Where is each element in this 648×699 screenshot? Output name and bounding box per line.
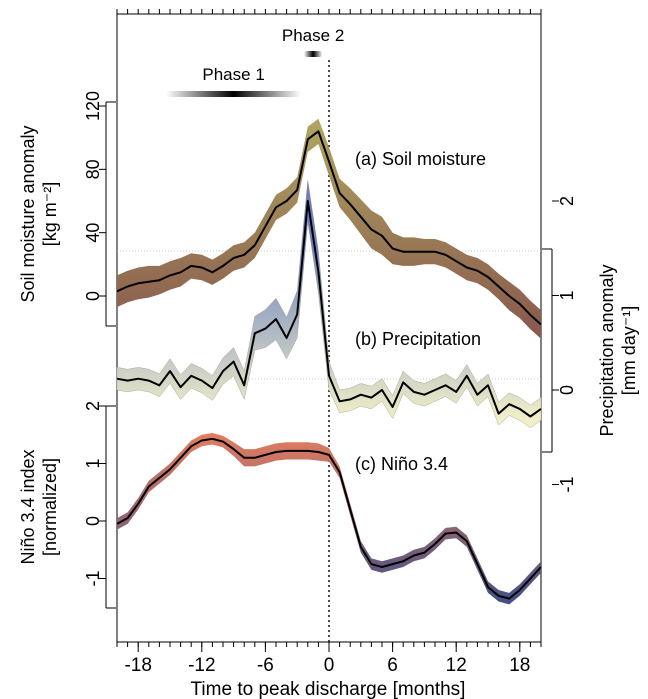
x-tick-label: 12 — [446, 655, 467, 676]
labels: Phase 1 Phase 2 Soil moisture anomaly [kg m… — [18, 26, 639, 565]
x-tick-label: -12 — [188, 655, 215, 676]
phase-bar — [303, 51, 323, 57]
x-tick-label: -6 — [257, 655, 274, 676]
soil-moisture-axis-title: [kg m⁻²] — [40, 182, 60, 247]
x-tick-label: -18 — [124, 655, 151, 676]
phase-label: Phase 1 — [202, 65, 264, 84]
x-tick-label: 0 — [324, 655, 335, 676]
precipitation-y-tick-label: 0 — [557, 385, 577, 395]
soil-moisture-axis-title: Soil moisture anomaly — [18, 125, 38, 302]
x-axis-label: Time to peak discharge [months] — [191, 679, 466, 699]
precipitation-axis-title: [mm day⁻¹] — [619, 306, 639, 396]
precipitation-band — [116, 180, 542, 429]
soil-moisture-y-tick-label: 80 — [83, 159, 103, 179]
soil-moisture-panel-label: (a) Soil moisture — [355, 149, 486, 169]
nino34-y-tick-label: 2 — [83, 401, 103, 411]
nino34-panel-label: (c) Niño 3.4 — [355, 454, 448, 474]
precipitation-y-tick-label: 1 — [557, 290, 577, 300]
precipitation-panel-label: (b) Precipitation — [355, 329, 481, 349]
soil-moisture-y-tick-label: 120 — [83, 91, 103, 121]
nino34-line — [116, 437, 542, 600]
precipitation-axis-title: Precipitation anomaly — [597, 264, 617, 436]
series-lines — [116, 130, 542, 600]
phase-bars — [166, 51, 323, 97]
nino34-y-tick-label: -1 — [83, 570, 103, 586]
nino34-axis-title: Niño 3.4 index — [18, 449, 38, 564]
nino34-y-tick-label: 0 — [83, 516, 103, 526]
plot-frame — [116, 13, 542, 643]
soil-moisture-y-tick-label: 0 — [83, 291, 103, 301]
nino34-axis-title: [normalized] — [40, 458, 60, 556]
x-tick-label: 6 — [387, 655, 398, 676]
nino34-y-tick-label: 1 — [83, 458, 103, 468]
precipitation-y-tick-label: -1 — [557, 476, 577, 492]
precipitation-line — [116, 200, 542, 418]
plot-border — [116, 13, 542, 643]
x-tick-label: 18 — [509, 655, 530, 676]
precipitation-y-tick-label: 2 — [557, 196, 577, 206]
phase-bar — [166, 91, 302, 97]
soil-moisture-y-tick-label: 40 — [83, 223, 103, 243]
phase-label: Phase 2 — [282, 26, 344, 45]
soil-moisture-line — [116, 130, 542, 326]
